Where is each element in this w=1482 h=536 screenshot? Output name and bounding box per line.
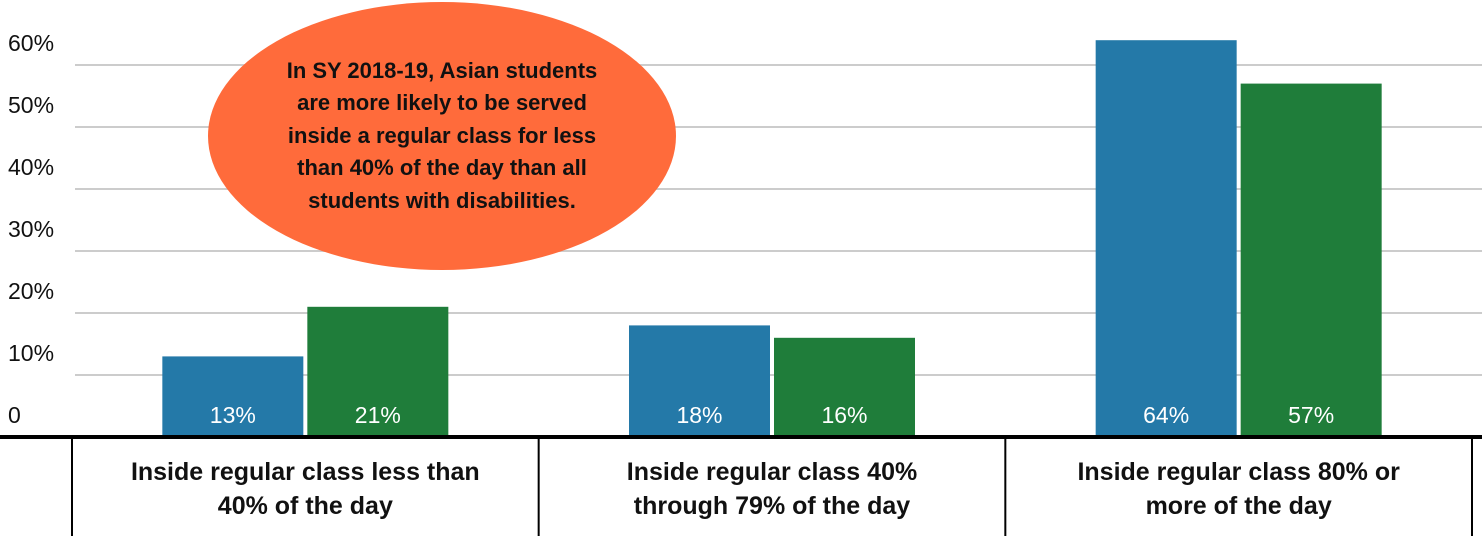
bar <box>307 306 449 437</box>
y-tick-label: 50% <box>8 92 54 118</box>
value-label: 57% <box>1288 402 1334 428</box>
x-tick-label: Inside regular class less than 40% of th… <box>130 458 480 520</box>
y-tick-label: 40% <box>8 154 54 180</box>
x-tick-label: Inside regular class 40% through 79% of … <box>626 458 918 520</box>
bar <box>1095 40 1237 437</box>
y-tick-label: 10% <box>8 340 54 366</box>
x-tick-label: Inside regular class 80% or more of the … <box>1077 458 1400 520</box>
value-label: 21% <box>355 402 401 428</box>
bar <box>629 325 770 437</box>
bar <box>774 337 915 437</box>
bar <box>1240 83 1382 437</box>
value-label: 13% <box>210 402 256 428</box>
y-tick-label: 60% <box>8 30 54 56</box>
bar <box>162 356 304 437</box>
y-tick-label: 30% <box>8 216 54 242</box>
value-label: 64% <box>1143 402 1189 428</box>
y-tick-label: 0 <box>8 402 21 428</box>
annotation: In SY 2018-19, Asian students are more l… <box>208 2 676 270</box>
value-label: 16% <box>821 402 867 428</box>
y-tick-label: 20% <box>8 278 54 304</box>
value-label: 18% <box>676 402 722 428</box>
